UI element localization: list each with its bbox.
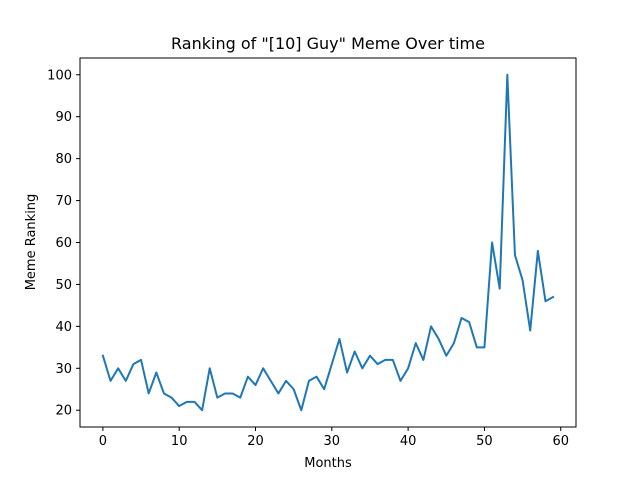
plot-area xyxy=(79,57,577,428)
x-tick-label: 50 xyxy=(476,434,493,449)
x-tick-label: 30 xyxy=(324,434,341,449)
y-tick-label: 80 xyxy=(55,152,72,167)
y-tick-label: 70 xyxy=(55,194,72,209)
series-line-0 xyxy=(101,73,555,412)
x-tick-label: 40 xyxy=(400,434,417,449)
x-axis: 0 10 20 30 40 50 60 xyxy=(99,427,569,449)
x-tick-label: 10 xyxy=(171,434,188,449)
y-tick-label: 100 xyxy=(47,68,72,83)
y-tick-label: 60 xyxy=(55,236,72,251)
y-tick-label: 20 xyxy=(55,404,72,419)
x-tick-label: 60 xyxy=(552,434,569,449)
y-tick-label: 40 xyxy=(55,320,72,335)
y-axis: 20 30 40 50 60 70 80 90 100 xyxy=(47,68,80,419)
y-tick-label: 90 xyxy=(55,110,72,125)
chart-title: Ranking of "[10] Guy" Meme Over time xyxy=(171,34,485,53)
x-axis-label: Months xyxy=(304,456,352,471)
y-tick-label: 30 xyxy=(55,362,72,377)
x-tick-label: 20 xyxy=(247,434,264,449)
y-tick-label: 50 xyxy=(55,278,72,293)
x-tick-label: 0 xyxy=(99,434,107,449)
y-axis-label: Meme Ranking xyxy=(24,194,39,291)
